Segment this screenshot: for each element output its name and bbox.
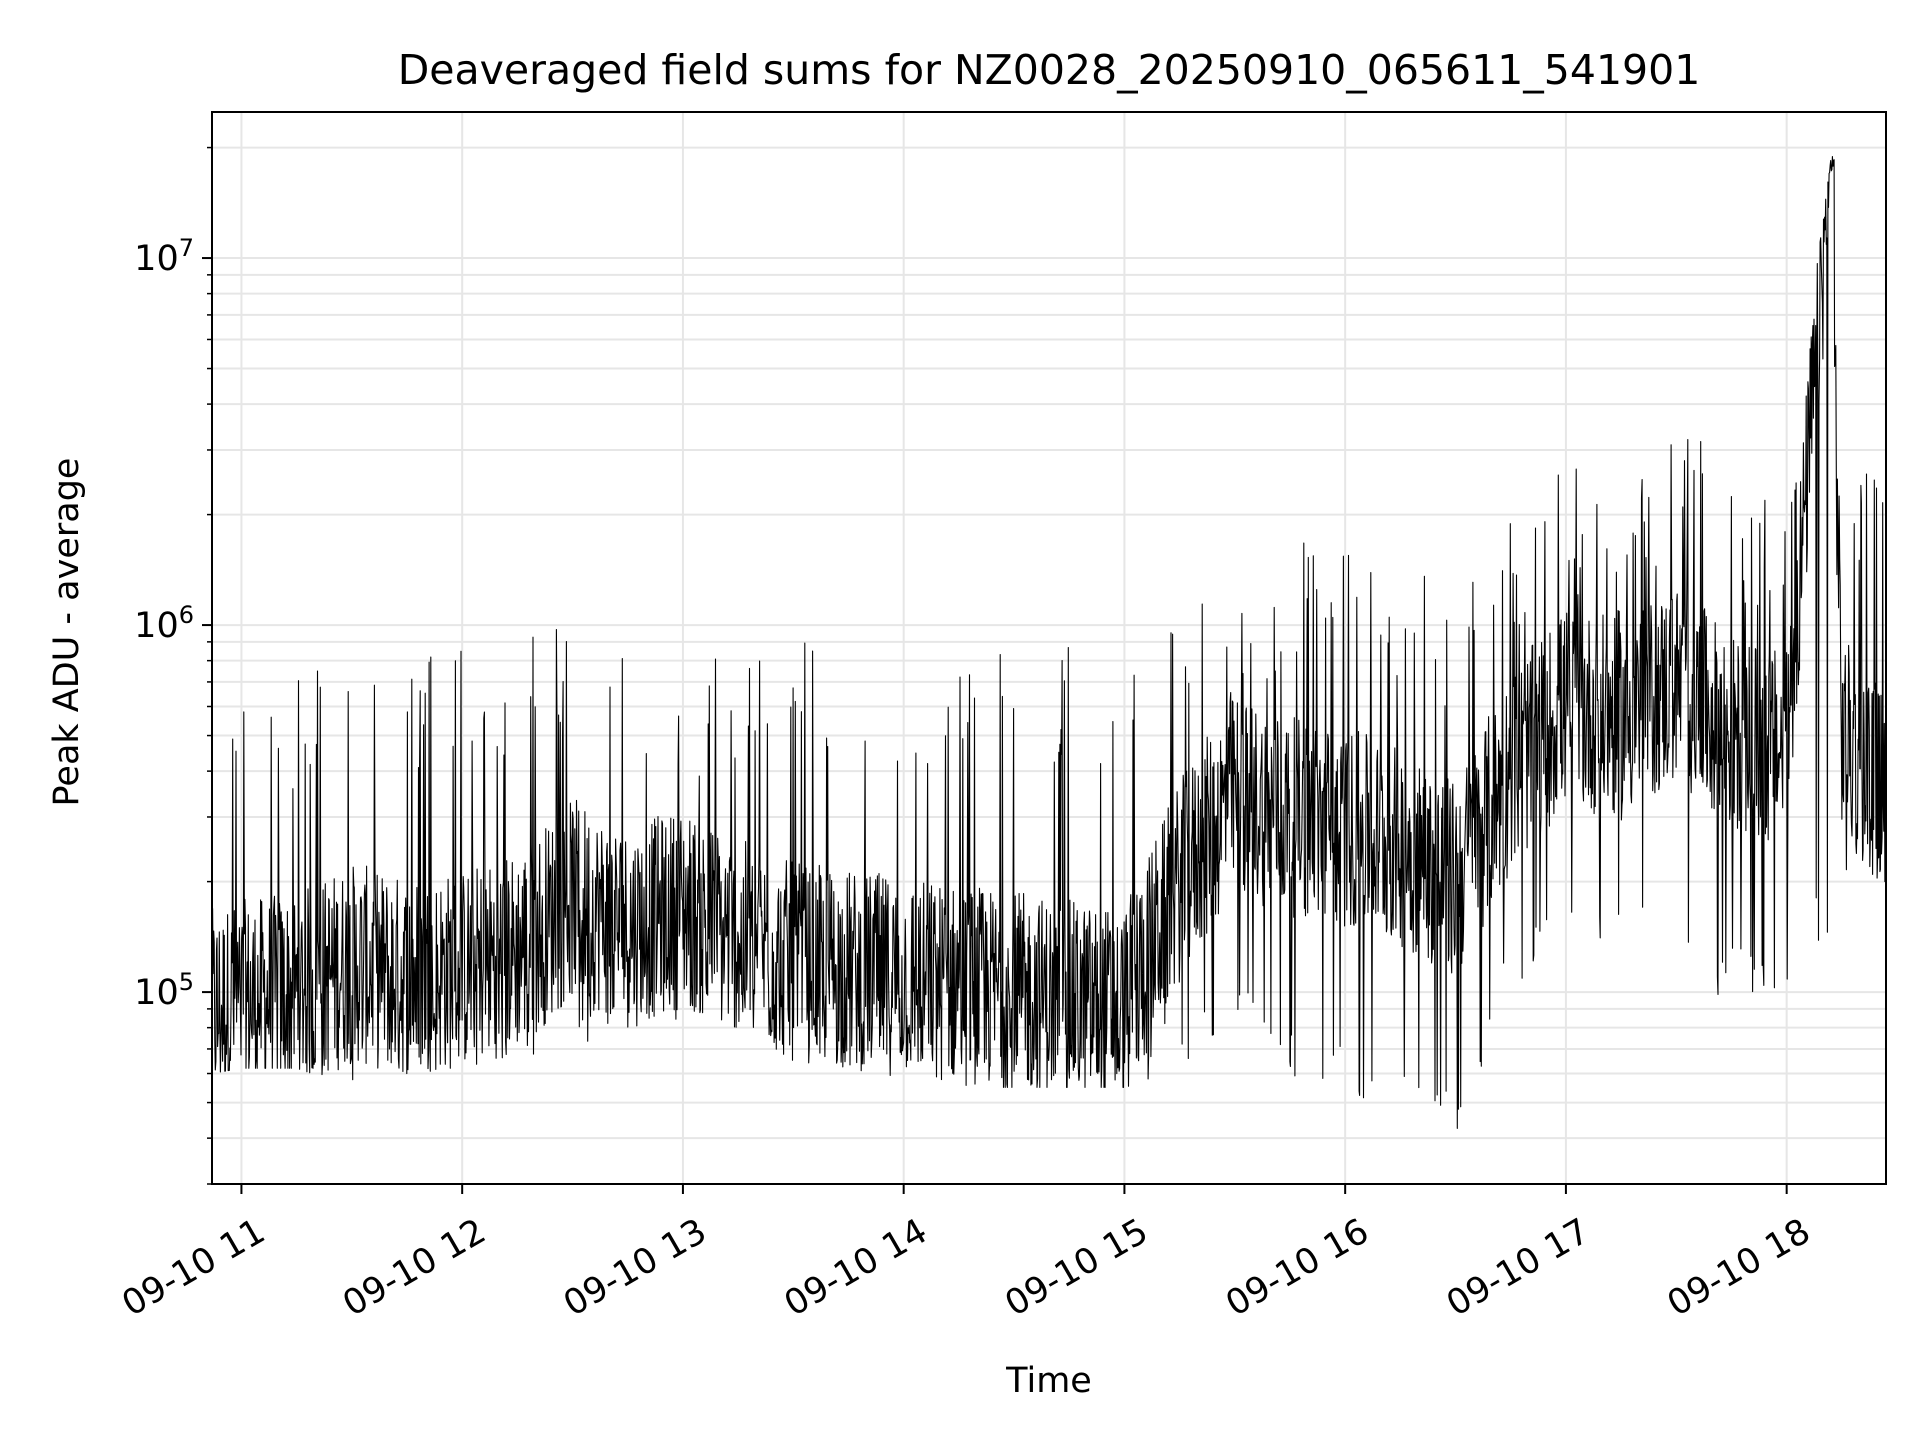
- y-axis: 105 106 107: [134, 146, 212, 1185]
- series-line: [211, 156, 1887, 1129]
- chart-title: Deaveraged field sums for NZ0028_2025091…: [398, 46, 1701, 94]
- x-axis-label: Time: [1005, 1361, 1092, 1401]
- data-line: [211, 156, 1887, 1129]
- y-tick-label: 106: [134, 601, 194, 646]
- y-tick-label: 105: [134, 968, 194, 1013]
- y-tick-label: 107: [134, 234, 194, 279]
- plot-frame: [211, 111, 1887, 1185]
- y-axis-label: Peak ADU - average: [47, 458, 87, 807]
